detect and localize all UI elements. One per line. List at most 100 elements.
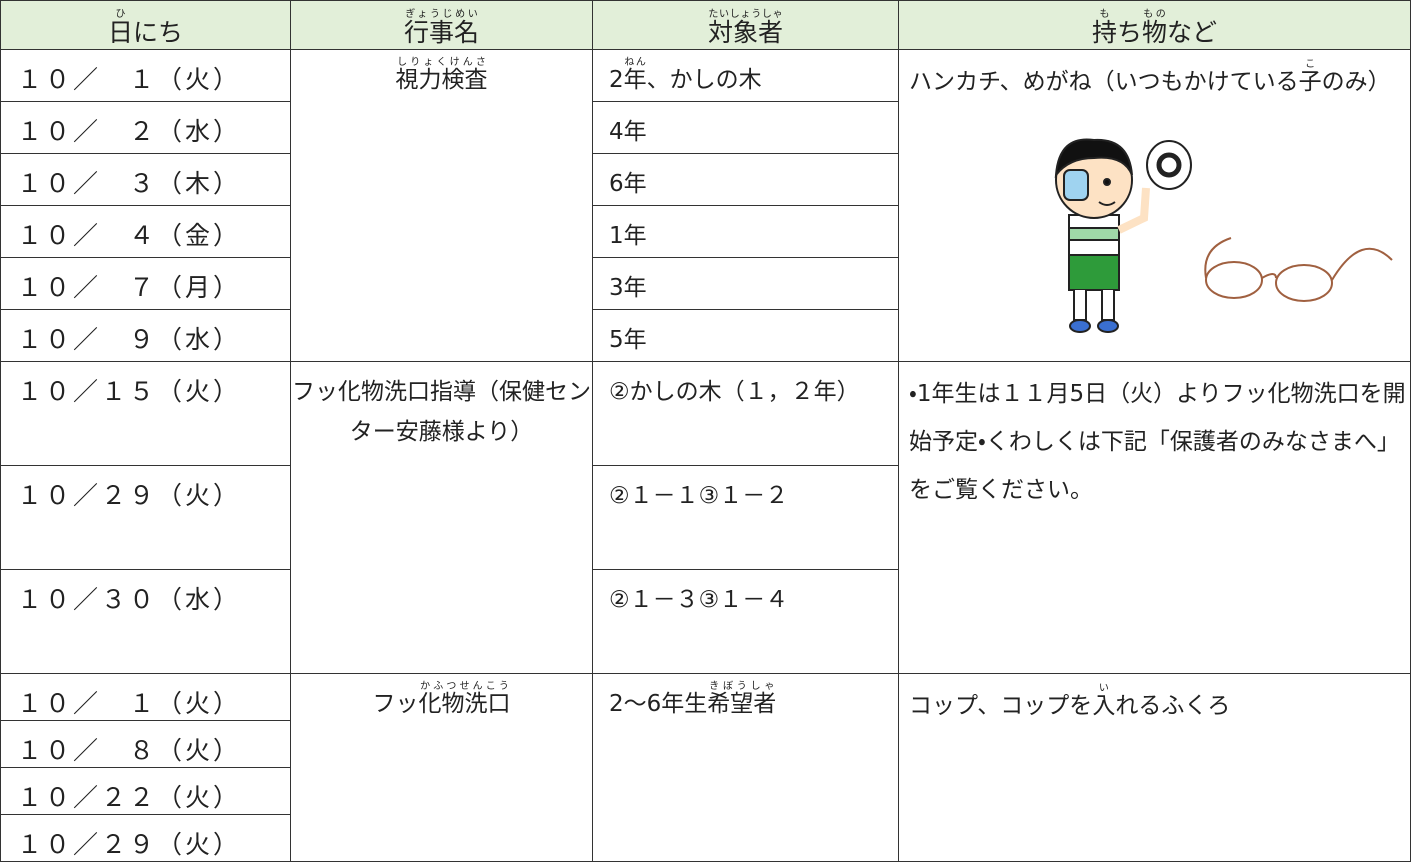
text: ち — [1116, 18, 1142, 47]
line: ③１－４ — [699, 587, 789, 613]
row: １０／２９（火） — [0, 814, 1411, 862]
row: １０／ ７（月） 3年 — [0, 257, 1411, 310]
line: 5年 — [609, 327, 647, 353]
line: へ」をご覧ください。 — [909, 429, 1400, 503]
text: （保健センター安藤 — [349, 379, 591, 445]
event-cell: 視力検査しりょくけんさ — [290, 49, 593, 362]
line: ・くわしくは下記「保護者のみなさま — [978, 429, 1354, 455]
row: １０／２２（火） — [0, 767, 1411, 815]
target-cell: 4年 — [592, 101, 899, 154]
line: ②１－１ — [609, 483, 699, 509]
row: １０／ ９（水） 5年 — [0, 309, 1411, 362]
date-cell: １０／３０（水） — [0, 569, 291, 674]
date-cell: １０／ ４（金） — [0, 205, 291, 258]
date-cell: １０／ ９（水） — [0, 309, 291, 362]
row: １０／ １（火） 視力検査しりょくけんさ 2年ねん、かしの木 ハンカチ、めがね（いつも… — [0, 49, 1411, 362]
ruby-base: 年 — [623, 67, 647, 93]
event-cell: フッ化物洗口指導（保健センター安藤様より） — [290, 361, 593, 674]
text: ・1年生は１１月5日（火）よりフッ化 — [909, 381, 1291, 407]
target-cell: ②かしの木（１，２年） — [592, 361, 899, 466]
text: ②１－３ — [609, 587, 699, 613]
text: のみ） — [1321, 69, 1391, 95]
ruby-base: 物 — [1142, 18, 1168, 47]
line: 4年 — [609, 119, 647, 145]
header-cell: 日ひにち — [0, 0, 291, 50]
line: 3年 — [609, 275, 647, 301]
ruby-base: 入 — [1092, 693, 1116, 719]
target-cell: 1年 — [592, 205, 899, 258]
ruby-base: 行事名 — [403, 18, 479, 47]
row: １０／ ８（火） — [0, 720, 1411, 768]
text: 6年 — [609, 171, 647, 197]
items-cell: ・1年生は１１月5日（火）よりフッ化物洗口を開始予定・くわしくは下記「保護者のみ… — [898, 361, 1411, 674]
target-cell: 5年 — [592, 309, 899, 362]
ruby-text: 希望者きぼうしゃ — [707, 681, 777, 717]
date-cell: １０／ ８（火） — [0, 720, 291, 768]
target-cell: 6年 — [592, 153, 899, 206]
text: 様より） — [441, 419, 534, 445]
ruby-base: 日 — [107, 18, 133, 47]
line: ③１－２ — [699, 483, 789, 509]
text: れるふくろ — [1115, 693, 1231, 719]
row: １０／ ３（木） 6年 — [0, 153, 1411, 206]
date-cell: １０／１５（火） — [0, 361, 291, 466]
row: １０／ ４（金） 1年 — [0, 205, 1411, 258]
ruby-base: 子 — [1298, 69, 1322, 95]
furigana: しりょくけんさ — [395, 57, 488, 68]
row: １０／２９（火） ②１－１③１－２ — [0, 465, 1411, 570]
text: ②かしの木 — [609, 379, 722, 405]
line: ②かしの木 — [609, 379, 722, 405]
line: 子このみ） — [1298, 59, 1391, 95]
row: １０／３０（水） ②１－３③１－４ — [0, 569, 1411, 674]
line: フッ化物洗口指導 — [292, 379, 476, 405]
furigana: たいしょうしゃ — [707, 9, 783, 20]
furigana: ねん — [623, 57, 647, 68]
line: 物洗口を開始予定 — [909, 381, 1406, 455]
text: 4年 — [609, 119, 647, 145]
row: １０／１５（火） フッ化物洗口指導（保健センター安藤様より） ②かしの木（１，２年）… — [0, 361, 1411, 674]
text: コップ、コップを — [909, 693, 1093, 719]
ruby-text: 対象者たいしょうしゃ — [707, 9, 783, 47]
line: 様より） — [442, 419, 534, 445]
text: 5年 — [609, 327, 647, 353]
furigana: きぼうしゃ — [707, 681, 777, 692]
furigana: い — [1092, 683, 1116, 694]
line: 6年 — [609, 171, 647, 197]
date-cell: １０／ １（火） — [0, 49, 291, 102]
header-row: 日ひにち 行事名ぎょうじめい 対象者たいしょうしゃ 持もち物ものなど — [0, 0, 1411, 50]
line: 2～6年生希望者きぼうしゃ — [609, 681, 777, 717]
target-cell: 2年ねん、かしの木 — [592, 49, 899, 102]
event-cell: フッ化物洗口かふつせんこう — [290, 673, 593, 862]
illustration — [1054, 138, 1393, 333]
date-cell: １０／２９（火） — [0, 465, 291, 570]
ruby-base: 対象者 — [707, 18, 783, 47]
target-cell: ②１－１③１－２ — [592, 465, 899, 570]
line: ・1年生は１１月5日（火）よりフッ化 — [909, 381, 1291, 407]
line: 視力検査しりょくけんさ — [396, 57, 488, 93]
header-cell: 行事名ぎょうじめい — [290, 0, 593, 50]
text: 1年 — [609, 223, 647, 249]
date-cell: １０／ １（火） — [0, 673, 291, 721]
header-cell: 対象者たいしょうしゃ — [592, 0, 899, 50]
ruby-text: 持も — [1091, 9, 1117, 47]
furigana: ひ — [107, 9, 133, 20]
line: （保健センター安藤 — [350, 379, 591, 445]
text: ・くわしくは下記「保護者のみなさま — [978, 429, 1354, 455]
furigana: こ — [1298, 59, 1322, 70]
ruby-text: 化物洗口かふつせんこう — [419, 681, 511, 717]
text: （１，２年） — [721, 379, 860, 405]
line: ハンカチ、めがね（いつもかけている — [909, 69, 1299, 95]
ruby-base: 持 — [1091, 18, 1117, 47]
row: １０／ １（火） フッ化物洗口かふつせんこう 2～6年生希望者きぼうしゃ コップ、コッ… — [0, 673, 1411, 862]
date-cell: １０／ ３（木） — [0, 153, 291, 206]
ruby-base: 希望者 — [707, 691, 777, 717]
ruby-text: 視力検査しりょくけんさ — [396, 57, 488, 93]
text: フッ — [372, 691, 419, 717]
text: 物洗口を開始予定 — [909, 381, 1406, 455]
ruby-text: 入い — [1092, 683, 1116, 719]
target-cell: 3年 — [592, 257, 899, 310]
text: ②１－１ — [609, 483, 699, 509]
text: 2 — [609, 67, 624, 93]
